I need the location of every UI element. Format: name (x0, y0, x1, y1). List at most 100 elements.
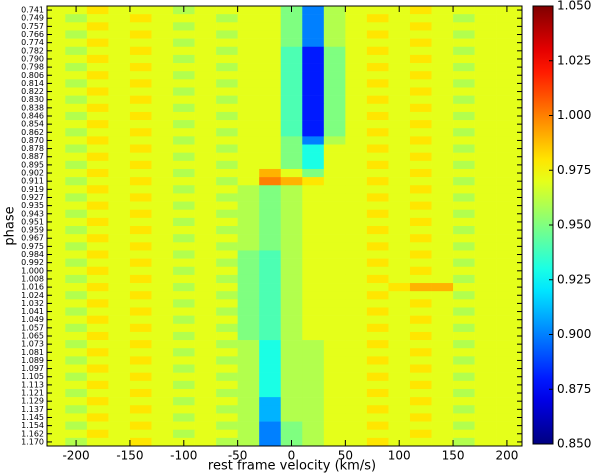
heatmap-cell (86, 217, 109, 227)
heatmap-cell (108, 250, 131, 259)
heatmap-cell (366, 250, 389, 259)
heatmap-cell (237, 226, 260, 235)
heatmap-cell (86, 201, 109, 211)
heatmap-cell (453, 242, 475, 251)
heatmap-cell (216, 128, 238, 137)
heatmap-cell (345, 144, 368, 153)
heatmap-cell (409, 315, 432, 325)
heatmap-cell (108, 54, 131, 64)
heatmap-cell (474, 63, 497, 72)
heatmap-cell (453, 307, 475, 316)
heatmap-cell (409, 291, 432, 300)
heatmap-cell (323, 234, 346, 243)
heatmap-cell (194, 299, 217, 308)
heatmap-cell (431, 315, 454, 325)
heatmap-cell (431, 209, 454, 219)
heatmap-cell (496, 226, 518, 235)
heatmap-cell (237, 299, 260, 308)
heatmap-cell (496, 380, 518, 390)
heatmap-cell (194, 168, 217, 178)
heatmap-cell (151, 217, 174, 227)
heatmap-cell (151, 87, 174, 96)
heatmap-cell (474, 136, 497, 145)
heatmap-cell (108, 152, 131, 162)
heatmap-cell (302, 201, 325, 211)
heatmap-cell (474, 283, 497, 292)
heatmap-cell (388, 372, 411, 382)
heatmap-cell (431, 323, 454, 333)
heatmap-cell (366, 299, 389, 308)
heatmap-cell (237, 340, 260, 349)
heatmap-cell (86, 209, 109, 219)
heatmap-cell (323, 144, 346, 153)
heatmap-cell (259, 185, 282, 194)
heatmap-cell (345, 234, 368, 243)
heatmap-cell (345, 54, 368, 64)
heatmap-cell (86, 266, 109, 276)
heatmap-cell (388, 136, 411, 145)
heatmap-cell (302, 356, 325, 365)
heatmap-cell (280, 201, 303, 211)
heatmap-cell (409, 152, 432, 162)
heatmap-cell (194, 160, 217, 170)
heatmap-cell (496, 242, 518, 251)
heatmap-cell (323, 291, 346, 300)
heatmap-cell (280, 274, 303, 284)
heatmap-cell (323, 6, 346, 15)
heatmap-cell (388, 315, 411, 325)
heatmap-cell (345, 22, 368, 31)
heatmap-cell (474, 6, 497, 15)
heatmap-cell (496, 340, 518, 349)
heatmap-cell (345, 201, 368, 211)
heatmap-cell (388, 421, 411, 431)
heatmap-cell (431, 6, 454, 15)
heatmap-cell (366, 79, 389, 88)
heatmap-cell (453, 6, 475, 15)
heatmap-cell (216, 185, 238, 194)
heatmap-cell (431, 111, 454, 121)
heatmap-cell (302, 226, 325, 235)
y-tick-label: 1.041 (21, 307, 44, 316)
heatmap-cell (65, 421, 88, 431)
heatmap-cell (129, 258, 152, 268)
heatmap-cell (474, 388, 497, 398)
heatmap-cell (259, 283, 282, 292)
heatmap-cell (474, 421, 497, 431)
heatmap-cell (366, 226, 389, 235)
heatmap-cell (237, 103, 260, 113)
heatmap-cell (323, 14, 346, 23)
heatmap-cell (129, 152, 152, 162)
heatmap-cell (431, 291, 454, 300)
heatmap-cell (194, 79, 217, 88)
heatmap-cell (237, 128, 260, 137)
heatmap-cell (302, 380, 325, 390)
heatmap-cell (431, 405, 454, 414)
heatmap-cell (216, 152, 238, 162)
colorbar-tick-label: 0.875 (557, 382, 591, 396)
heatmap-cell (496, 152, 518, 162)
heatmap-cell (345, 340, 368, 349)
heatmap-cell (237, 405, 260, 414)
heatmap-cell (453, 111, 475, 121)
heatmap-cell (453, 405, 475, 414)
heatmap-cell (474, 364, 497, 373)
heatmap-cell (345, 128, 368, 137)
heatmap-cell (259, 79, 282, 88)
heatmap-cell (453, 152, 475, 162)
heatmap-cell (388, 46, 411, 56)
heatmap-cell (47, 177, 66, 186)
heatmap-cell (345, 185, 368, 194)
heatmap-cell (302, 242, 325, 251)
heatmap-cell (194, 429, 217, 439)
heatmap-cell (129, 437, 152, 446)
colorbar-tick-label: 1.050 (557, 0, 591, 13)
heatmap-cell (388, 397, 411, 406)
heatmap-cell (302, 177, 325, 186)
heatmap-cell (345, 168, 368, 178)
heatmap-cell (323, 79, 346, 88)
heatmap-cell (280, 388, 303, 398)
heatmap-cell (302, 340, 325, 349)
heatmap-cell (345, 307, 368, 316)
heatmap-cell (323, 217, 346, 227)
heatmap-cell (237, 87, 260, 96)
